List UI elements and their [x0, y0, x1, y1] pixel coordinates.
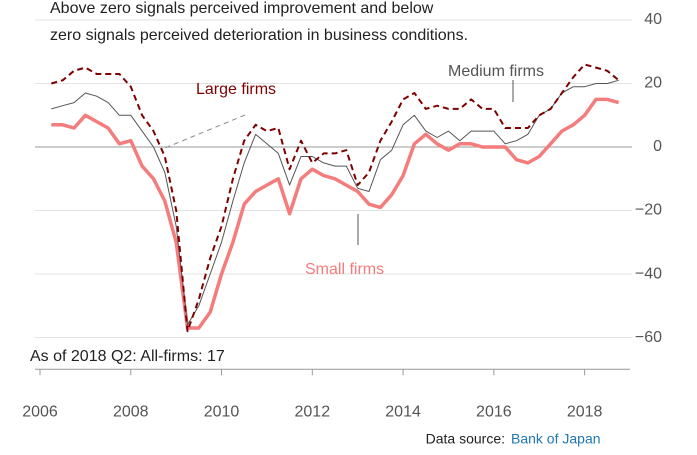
annotation: As of 2018 Q2: All-firms: 17: [30, 348, 225, 365]
x-tick-label: 2018: [567, 404, 603, 421]
leader-line: [164, 114, 246, 149]
y-tick-label: 40: [644, 11, 662, 28]
x-tick-label: 2008: [113, 404, 149, 421]
y-tick-label: 20: [644, 75, 662, 92]
source-link[interactable]: Bank of Japan: [511, 431, 601, 447]
annotation: Large firms: [196, 81, 276, 98]
x-tick-label: 2014: [385, 404, 421, 421]
x-tick-label: 2016: [476, 404, 512, 421]
source-label: Data source:: [426, 431, 505, 447]
series-line: [51, 79, 619, 326]
series-line: [51, 97, 620, 330]
x-tick-label: 2010: [204, 404, 240, 421]
y-tick-label: −40: [635, 265, 662, 282]
subtitle: zero signals perceived deterioration in …: [50, 27, 468, 44]
annotation: Small firms: [305, 261, 384, 278]
annotation: Medium firms: [448, 63, 544, 80]
subtitle: Above zero signals perceived improvement…: [50, 0, 434, 17]
y-tick-label: −20: [635, 202, 662, 219]
y-tick-label: 0: [653, 138, 662, 155]
x-tick-label: 2006: [22, 404, 58, 421]
x-tick-label: 2012: [295, 404, 331, 421]
series-line: [51, 63, 620, 333]
y-tick-label: −60: [635, 329, 662, 346]
